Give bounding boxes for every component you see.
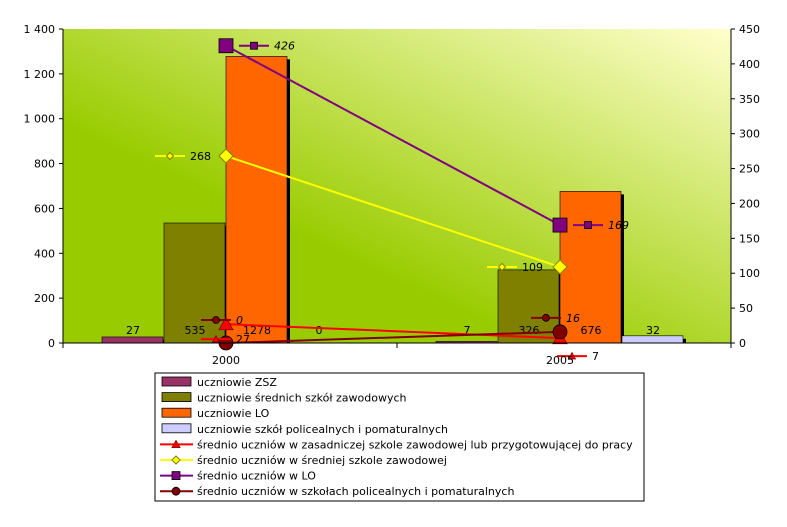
legend-label: uczniowie LO (197, 407, 270, 420)
label-key-marker (250, 41, 258, 50)
series-line (225, 323, 561, 340)
label-key-marker (212, 316, 220, 324)
x-axis: 2000 2005 (62, 342, 732, 367)
line-value-label: 7 (592, 350, 599, 363)
bar-value-label: 326 (519, 324, 540, 337)
bar-value-label: 32 (646, 324, 660, 337)
left-tick-label: 200 (34, 292, 55, 305)
bar (101, 336, 164, 344)
bar-value-label: 676 (581, 324, 602, 337)
left-tick-label: 1 000 (24, 113, 56, 126)
line-value-label: 16 (566, 312, 580, 325)
left-tick-label: 400 (34, 247, 55, 260)
x-tick-label: 2000 (212, 354, 240, 367)
line-value-label: 27 (236, 333, 250, 346)
left-tick-label: 1 400 (24, 23, 56, 36)
line-value-label: 169 (608, 219, 629, 232)
bar (163, 222, 226, 344)
legend-label: uczniowie ZSZ (197, 376, 277, 389)
right-tick-label: 100 (739, 267, 760, 280)
label-key-marker (584, 221, 592, 229)
right-tick-label: 150 (739, 232, 760, 245)
series-line (225, 44, 561, 226)
bar-value-label: 27 (126, 324, 140, 337)
bar (559, 191, 622, 344)
legend-marker (171, 486, 181, 496)
legend-entry: średnio uczniów w LO (160, 470, 316, 483)
legend-marker (171, 471, 181, 481)
line-value-label: 268 (190, 150, 211, 163)
right-tick-label: 300 (739, 128, 760, 141)
legend-label: średnio uczniów w szkołach policealnych … (197, 485, 514, 498)
legend-entry: uczniowie szkół policealnych i pomatural… (161, 423, 448, 436)
legend-entry: uczniowie ZSZ (161, 376, 277, 389)
legend-box (154, 372, 645, 502)
legend-entry: średnio uczniów w szkołach policealnych … (160, 485, 514, 498)
bar-value-label: 1278 (243, 324, 271, 337)
series-line (225, 155, 561, 268)
legend-label: uczniowie szkół policealnych i pomatural… (197, 423, 448, 436)
series-point (218, 316, 234, 331)
line-series-group (218, 38, 568, 351)
legend-label: uczniowie średnich szkół zawodowych (197, 392, 407, 405)
series-point (552, 217, 568, 233)
legend-label: średnio uczniów w LO (197, 470, 316, 483)
legend-swatch (161, 407, 192, 418)
plot-area (63, 29, 731, 343)
legend-entry: średnio uczniów w średniej szkole zawodo… (160, 454, 447, 467)
legend-label: średnio uczniów w średniej szkole zawodo… (197, 454, 447, 467)
left-tick-label: 0 (48, 337, 55, 350)
right-tick-label: 350 (739, 93, 760, 106)
right-tick-label: 50 (739, 302, 753, 315)
label-key-marker (542, 313, 550, 322)
series-point (552, 259, 568, 275)
label-key-marker (497, 262, 507, 272)
line-value-label: 109 (522, 261, 543, 274)
bar-value-label: 0 (316, 324, 323, 337)
right-tick-label: 450 (739, 23, 760, 36)
legend-swatch (161, 392, 192, 403)
series-point (218, 38, 234, 54)
label-key-marker (567, 351, 577, 360)
bar (497, 269, 560, 344)
left-y-axis: 0 200 400 600 800 1 000 1 200 1 400 (24, 23, 64, 350)
left-tick-label: 1 200 (24, 68, 56, 81)
bar-data-labels: 27 535 1278 0 7 326 676 32 (126, 324, 660, 337)
line-data-labels: 27 7 268 109 426 169 0 16 (155, 40, 629, 363)
right-tick-label: 0 (739, 337, 746, 350)
right-tick-label: 400 (739, 58, 760, 71)
label-key-marker (211, 334, 221, 343)
left-tick-label: 600 (34, 202, 55, 215)
series-point (552, 324, 568, 340)
line-value-label: 426 (274, 40, 295, 53)
series-point (218, 148, 234, 164)
x-tick-label: 2005 (546, 354, 574, 367)
right-tick-label: 200 (739, 197, 760, 210)
right-tick-label: 250 (739, 163, 760, 176)
bar-value-label: 535 (185, 324, 206, 337)
label-key-marker (165, 151, 175, 161)
legend-entry: uczniowie LO (161, 407, 270, 420)
legend: uczniowie ZSZ uczniowie średnich szkół za… (154, 372, 645, 502)
bar (225, 56, 288, 344)
legend-entry: średnio uczniów w zasadniczej szkole zaw… (160, 438, 633, 451)
legend-marker (171, 439, 181, 449)
bar-value-label: 7 (464, 324, 471, 337)
legend-entry: uczniowie średnich szkół zawodowych (161, 392, 407, 405)
right-y-axis: 0 50 100 150 200 250 300 350 400 450 (730, 23, 760, 350)
legend-label: średnio uczniów w zasadniczej szkole zaw… (197, 438, 633, 451)
bar-series-group (101, 56, 686, 344)
legend-swatch (161, 423, 192, 434)
series-line (225, 330, 561, 344)
legend-marker (171, 455, 181, 465)
line-value-label: 0 (236, 314, 243, 327)
legend-swatch (161, 376, 192, 387)
left-tick-label: 800 (34, 158, 55, 171)
